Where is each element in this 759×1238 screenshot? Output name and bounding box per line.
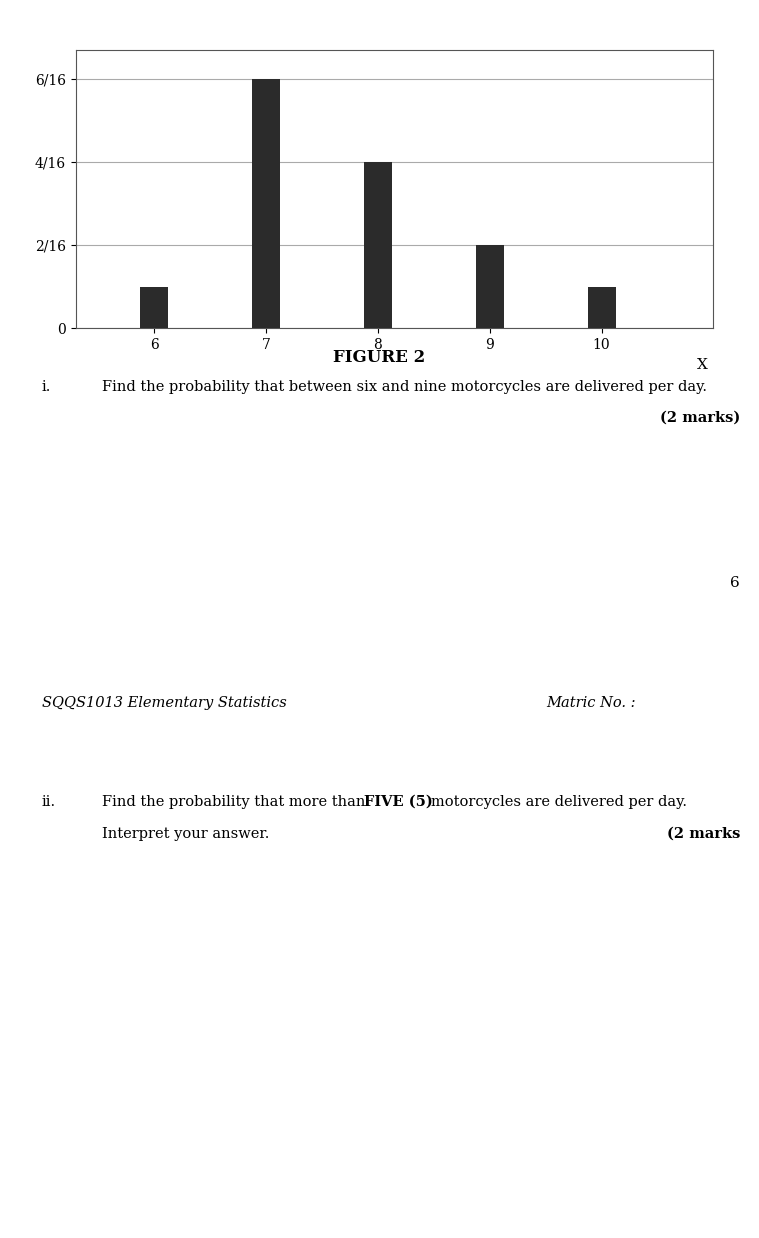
Bar — [587, 287, 616, 328]
Text: SQQS1013 Elementary Statistics: SQQS1013 Elementary Statistics — [42, 696, 286, 709]
Text: 6: 6 — [730, 576, 740, 589]
Text: (2 marks): (2 marks) — [660, 411, 740, 425]
Text: Find the probability that between six and nine motorcycles are delivered per day: Find the probability that between six an… — [102, 380, 707, 394]
Text: FIGURE 2: FIGURE 2 — [333, 349, 426, 366]
Bar — [476, 245, 504, 328]
Text: i.: i. — [42, 380, 51, 394]
Text: (2 marks: (2 marks — [666, 827, 740, 841]
Text: Find the probability that more than: Find the probability that more than — [102, 795, 370, 808]
Bar — [140, 287, 168, 328]
Text: X: X — [697, 358, 707, 371]
Bar — [252, 79, 280, 328]
Text: Interpret your answer.: Interpret your answer. — [102, 827, 270, 841]
Text: ii.: ii. — [42, 795, 56, 808]
Text: FIVE (5): FIVE (5) — [364, 795, 433, 808]
Bar — [364, 162, 392, 328]
Text: Matric No. :: Matric No. : — [546, 696, 636, 709]
Text: motorcycles are delivered per day.: motorcycles are delivered per day. — [431, 795, 687, 808]
